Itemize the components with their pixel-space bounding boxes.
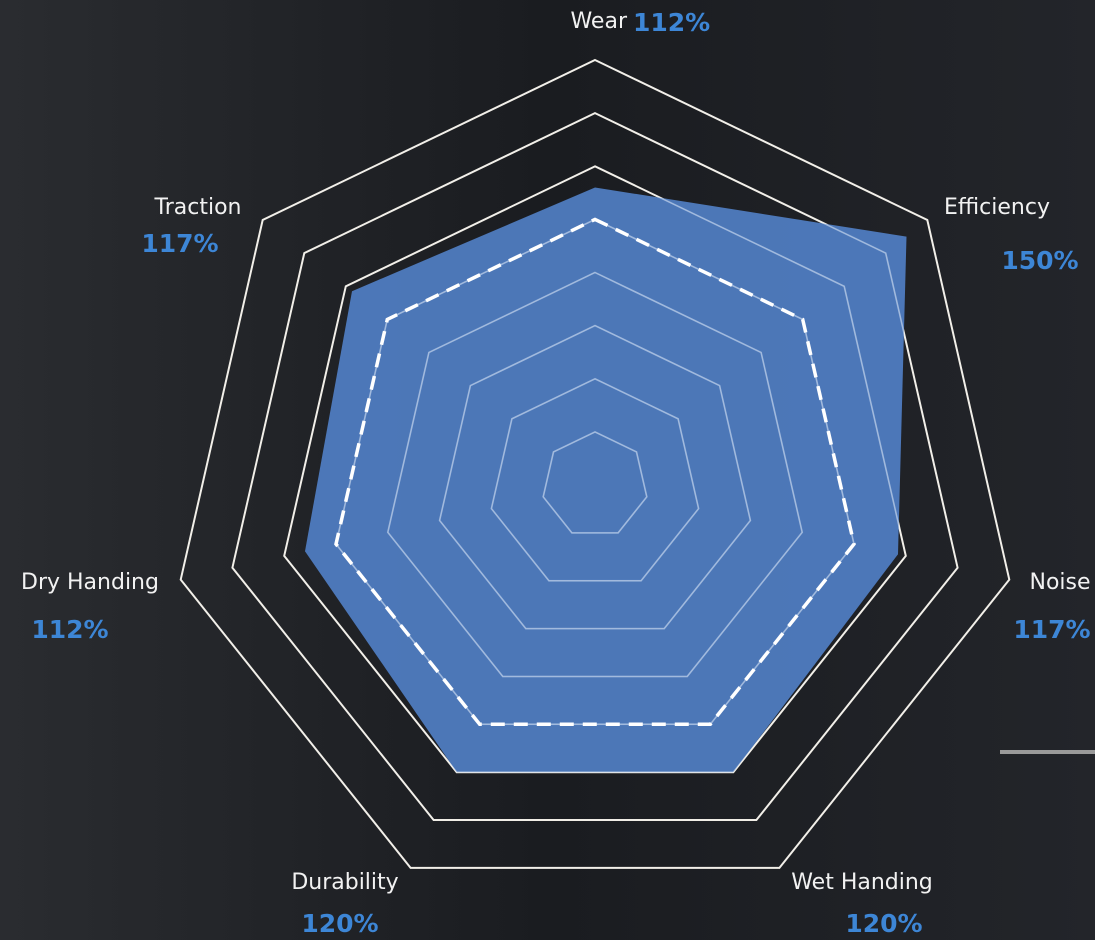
axis-label: Traction (154, 195, 242, 220)
grid-ring-inner (179, 59, 1011, 869)
axis-label: Dry Handing (21, 570, 159, 595)
grid-ring-inner (542, 431, 648, 534)
value-label: 112% (31, 615, 108, 644)
axis-label: Wet Handing (791, 870, 933, 895)
grid-ring-inner (283, 165, 907, 773)
grid-ring-inner (386, 271, 804, 678)
inner-rings (179, 59, 1011, 869)
reference-line (334, 217, 856, 727)
value-label: 112% (633, 8, 710, 37)
axis-label: Noise (1029, 570, 1090, 595)
grid-ring-inner (438, 324, 752, 630)
axis-label: Durability (291, 870, 398, 895)
value-label: 117% (141, 229, 218, 258)
grid-ring (179, 58, 1011, 869)
area-layer (305, 187, 907, 773)
axis-label: Wear (570, 9, 627, 34)
value-label: 150% (1001, 246, 1078, 275)
data-area (305, 187, 907, 773)
axis-label: Efficiency (944, 195, 1050, 220)
value-label: 120% (845, 909, 922, 938)
grid-ring-inner (231, 112, 959, 821)
value-label: 117% (1013, 615, 1090, 644)
grid-ring-inner (490, 377, 700, 582)
value-label: 120% (301, 909, 378, 938)
